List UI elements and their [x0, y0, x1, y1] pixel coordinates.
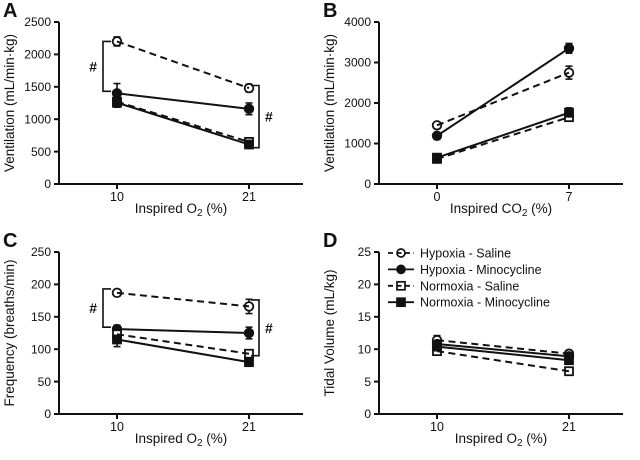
y-tick-label: 1500	[24, 80, 51, 94]
panel-letter-A: A	[3, 0, 18, 22]
legend-label: Normoxia - Minocycline	[420, 296, 550, 310]
significance-bracket	[102, 40, 111, 93]
y-tick-label: 3000	[344, 56, 371, 70]
legend-item-hypoxia_saline: Hypoxia - Saline	[388, 247, 511, 261]
line-hypoxia_minocycline	[116, 92, 250, 110]
x-tick-label: 21	[242, 190, 256, 204]
legend-item-normoxia_saline: Normoxia - Saline	[388, 279, 519, 293]
panel-B-chart: 0 1000 2000 3000 4000 0 7 Ventilation (mL/min·k…	[322, 15, 623, 219]
panel-A-chart: 0 500 1000 1500 2000 2500 10 21 Ventilation (mL/…	[2, 15, 303, 219]
significance-bracket	[251, 84, 260, 149]
line-hypoxia_saline	[436, 71, 570, 127]
axes: 0 1000 2000 3000 4000 0 7	[344, 15, 623, 204]
legend-item-hypoxia_minocycline: Hypoxia - Minocycline	[388, 263, 542, 277]
panel-A: A 0 500 1000 1500 2000 2500 10 21 Ventilation (m…	[0, 0, 320, 230]
line-hypoxia_minocycline	[116, 328, 250, 334]
y-axis-label: Ventilation (mL/min·kg)	[2, 34, 17, 172]
y-tick-label: 10	[358, 342, 372, 356]
significance-bracket	[102, 288, 111, 328]
y-axis-label: Ventilation (mL/min·kg)	[322, 34, 337, 172]
y-tick-label: 250	[31, 245, 51, 259]
x-tick-label: 10	[430, 420, 444, 434]
line-hypoxia_saline	[116, 40, 250, 90]
y-tick-label: 100	[31, 342, 51, 356]
y-tick-label: 0	[44, 177, 51, 191]
y-axis-label: Tidal Volume (mL/kg)	[322, 269, 337, 396]
axes: 0 500 1000 1500 2000 2500 10 21	[24, 15, 303, 204]
y-tick-label: 2000	[344, 96, 371, 110]
x-tick-label: 10	[110, 420, 124, 434]
series-layer	[431, 334, 575, 377]
line-hypoxia_saline	[436, 339, 570, 355]
y-tick-label: 25	[358, 245, 372, 259]
y-tick-label: 500	[31, 145, 51, 159]
panel-letter-B: B	[323, 0, 338, 22]
x-tick-label: 0	[434, 190, 441, 204]
legend-label: Normoxia - Saline	[420, 279, 519, 293]
y-tick-label: 15	[358, 310, 372, 324]
y-tick-label: 4000	[344, 15, 371, 29]
y-tick-label: 0	[44, 407, 51, 421]
x-tick-label: 7	[566, 190, 573, 204]
series-layer	[111, 287, 255, 368]
y-tick-label: 1000	[344, 137, 371, 151]
axes: 0 50 100 150 200 250 10 21	[31, 245, 303, 434]
x-axis-label: Inspired O2 (%)	[455, 431, 548, 449]
x-tick-label: 10	[110, 190, 124, 204]
y-axis-label: Frequency (breaths/min)	[2, 259, 17, 406]
line-normoxia_minocycline	[116, 338, 250, 364]
legend-item-normoxia_minocycline: Normoxia - Minocycline	[388, 296, 550, 310]
panel-D: D 0 5 10 15 20 25 10 21 Tidal Volume (mL/kg) Insp…	[320, 230, 640, 460]
y-tick-label: 200	[31, 278, 51, 292]
series-layer	[431, 42, 575, 164]
significance-hash: #	[265, 109, 273, 125]
y-tick-label: 50	[38, 375, 52, 389]
x-axis-label: Inspired O2 (%)	[135, 431, 228, 449]
line-hypoxia_saline	[116, 291, 250, 308]
panel-letter-C: C	[3, 230, 18, 252]
line-hypoxia_minocycline	[436, 343, 570, 358]
y-tick-label: 5	[364, 375, 371, 389]
line-normoxia_minocycline	[116, 101, 250, 146]
significance-hash: #	[89, 58, 97, 74]
legend-label: Hypoxia - Minocycline	[420, 263, 542, 277]
x-axis-label: Inspired O2 (%)	[135, 201, 228, 219]
series-layer	[111, 36, 255, 150]
line-normoxia_saline	[436, 116, 570, 160]
y-tick-label: 150	[31, 310, 51, 324]
panel-B: B 0 1000 2000 3000 4000 0 7 Ventilation (mL/min…	[320, 0, 640, 230]
line-hypoxia_minocycline	[436, 47, 570, 137]
significance-hash: #	[89, 300, 97, 316]
y-tick-label: 2000	[24, 48, 51, 62]
x-tick-label: 21	[242, 420, 256, 434]
x-tick-label: 21	[562, 420, 576, 434]
panel-C-chart: 0 50 100 150 200 250 10 21 Frequency (breaths/mi…	[2, 245, 303, 449]
y-tick-label: 0	[364, 407, 371, 421]
significance-bracket	[251, 299, 260, 357]
line-normoxia_minocycline	[436, 345, 570, 362]
line-normoxia_minocycline	[436, 111, 570, 159]
panel-D-chart: 0 5 10 15 20 25 10 21 Tidal Volume (mL/kg) Inspir…	[322, 245, 623, 449]
x-axis-label: Inspired CO2 (%)	[450, 201, 552, 219]
panel-C: C 0 50 100 150 200 250 10 21 Frequency (breaths/…	[0, 230, 320, 460]
panel-letter-D: D	[323, 230, 338, 252]
significance-hash: #	[265, 320, 273, 336]
y-tick-label: 20	[358, 278, 372, 292]
y-tick-label: 1000	[24, 112, 51, 126]
line-normoxia_saline	[116, 100, 250, 143]
axes: 0 5 10 15 20 25 10 21	[358, 245, 623, 434]
legend-label: Hypoxia - Saline	[420, 247, 511, 261]
y-tick-label: 2500	[24, 15, 51, 29]
y-tick-label: 0	[364, 177, 371, 191]
